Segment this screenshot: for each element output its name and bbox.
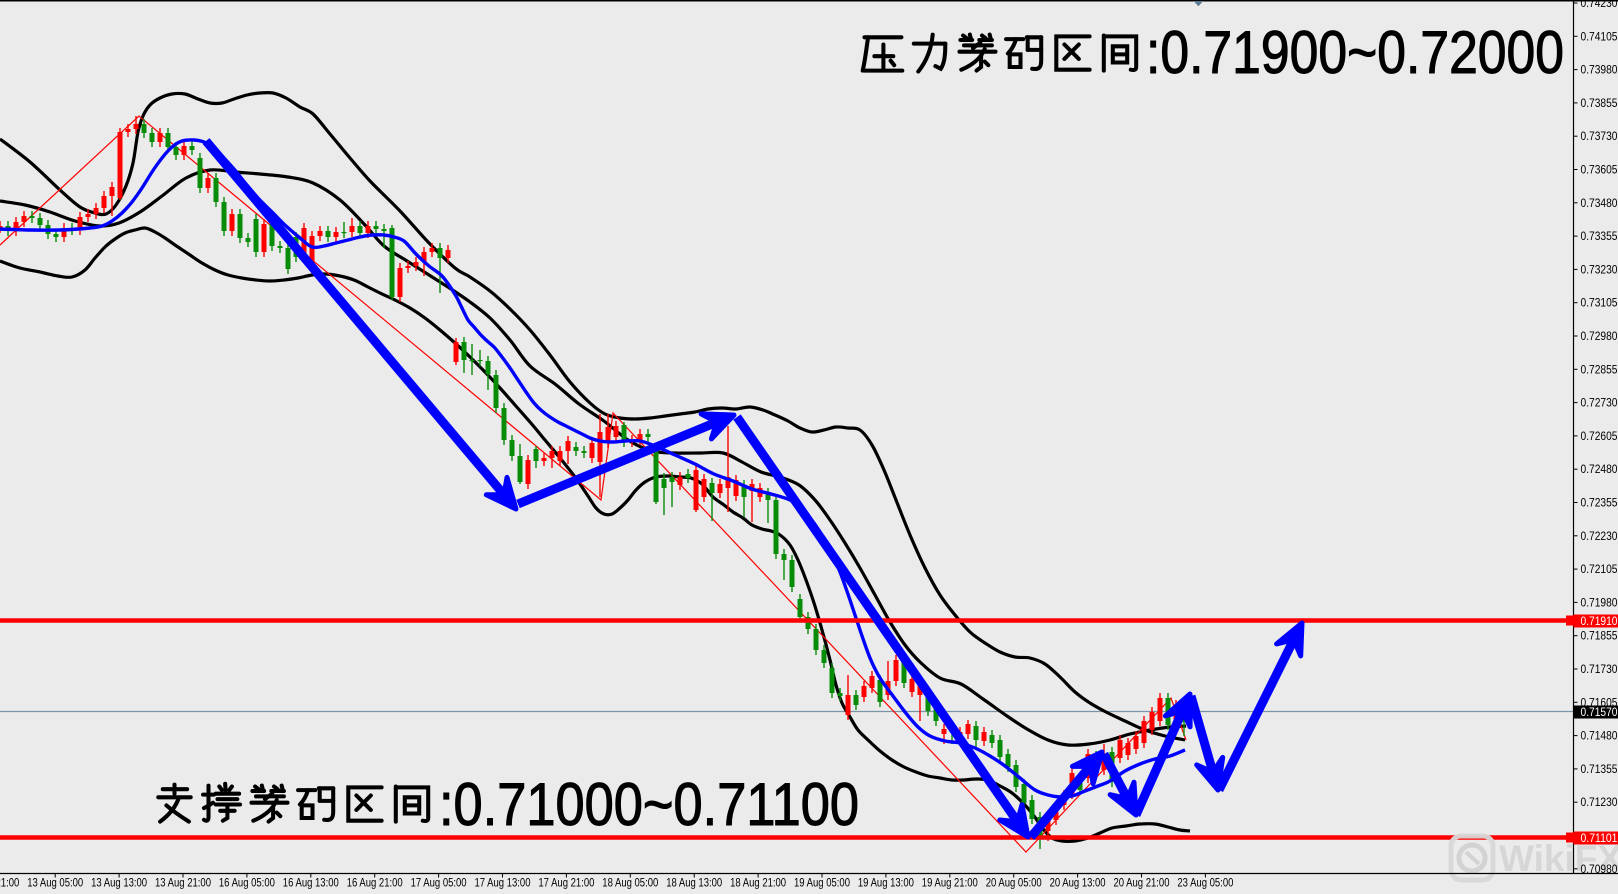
svg-text:13 Aug 21:00: 13 Aug 21:00 <box>155 878 211 890</box>
svg-text:18 Aug 13:00: 18 Aug 13:00 <box>666 878 722 890</box>
svg-text:0.73105: 0.73105 <box>1581 298 1618 310</box>
svg-text:0.72105: 0.72105 <box>1581 564 1618 576</box>
svg-text:0.72480: 0.72480 <box>1581 464 1618 476</box>
svg-text:17 Aug 05:00: 17 Aug 05:00 <box>411 878 467 890</box>
svg-text:0.72980: 0.72980 <box>1581 331 1618 343</box>
svg-text:20 Aug 21:00: 20 Aug 21:00 <box>1114 878 1170 890</box>
svg-text:0.73230: 0.73230 <box>1581 264 1618 276</box>
svg-text:0.72355: 0.72355 <box>1581 498 1618 510</box>
svg-text:WikiFX: WikiFX <box>1499 838 1618 879</box>
svg-text:16 Aug 21:00: 16 Aug 21:00 <box>347 878 403 890</box>
svg-text:0.72230: 0.72230 <box>1581 531 1618 543</box>
svg-text:0.71980: 0.71980 <box>1581 597 1618 609</box>
svg-text::0.71000~0.71100: :0.71000~0.71100 <box>439 771 859 838</box>
svg-text:0.71730: 0.71730 <box>1581 664 1618 676</box>
svg-text:16 Aug 05:00: 16 Aug 05:00 <box>219 878 275 890</box>
svg-text:20 Aug 13:00: 20 Aug 13:00 <box>1050 878 1106 890</box>
svg-text:0.73480: 0.73480 <box>1581 198 1618 210</box>
svg-text:0.73605: 0.73605 <box>1581 165 1618 177</box>
svg-text:0.71910: 0.71910 <box>1581 616 1618 628</box>
svg-text:19 Aug 13:00: 19 Aug 13:00 <box>858 878 914 890</box>
svg-text:23 Aug 05:00: 23 Aug 05:00 <box>1177 878 1233 890</box>
svg-text:0.70980: 0.70980 <box>1581 864 1618 876</box>
svg-text:0.71855: 0.71855 <box>1581 631 1618 643</box>
svg-text:0.72605: 0.72605 <box>1581 431 1618 443</box>
svg-text:20 Aug 05:00: 20 Aug 05:00 <box>986 878 1042 890</box>
svg-text:0.71101: 0.71101 <box>1581 833 1618 845</box>
svg-text:0.72730: 0.72730 <box>1581 398 1618 410</box>
svg-text:0.71480: 0.71480 <box>1581 731 1618 743</box>
svg-text:0.72855: 0.72855 <box>1581 364 1618 376</box>
svg-text:17 Aug 13:00: 17 Aug 13:00 <box>475 878 531 890</box>
svg-text:16 Aug 13:00: 16 Aug 13:00 <box>283 878 339 890</box>
svg-text:0.73730: 0.73730 <box>1581 131 1618 143</box>
svg-text:18 Aug 21:00: 18 Aug 21:00 <box>730 878 786 890</box>
svg-text:0.73855: 0.73855 <box>1581 98 1618 110</box>
svg-text:18 Aug 05:00: 18 Aug 05:00 <box>602 878 658 890</box>
svg-text:19 Aug 05:00: 19 Aug 05:00 <box>794 878 850 890</box>
svg-text:0.73355: 0.73355 <box>1581 231 1618 243</box>
svg-text:0.74105: 0.74105 <box>1581 31 1618 43</box>
svg-text:13 Aug 13:00: 13 Aug 13:00 <box>91 878 147 890</box>
svg-text:12 Aug 21:00: 12 Aug 21:00 <box>0 878 19 890</box>
svg-text:0.71230: 0.71230 <box>1581 797 1618 809</box>
svg-text:0.73980: 0.73980 <box>1581 65 1618 77</box>
svg-text:0.71570: 0.71570 <box>1581 707 1618 719</box>
svg-text:13 Aug 05:00: 13 Aug 05:00 <box>27 878 83 890</box>
svg-text:17 Aug 21:00: 17 Aug 21:00 <box>538 878 594 890</box>
svg-text:0.74230: 0.74230 <box>1581 0 1618 10</box>
svg-text::0.71900~0.72000: :0.71900~0.72000 <box>1146 19 1564 86</box>
svg-text:19 Aug 21:00: 19 Aug 21:00 <box>922 878 978 890</box>
svg-text:0.71355: 0.71355 <box>1581 764 1618 776</box>
